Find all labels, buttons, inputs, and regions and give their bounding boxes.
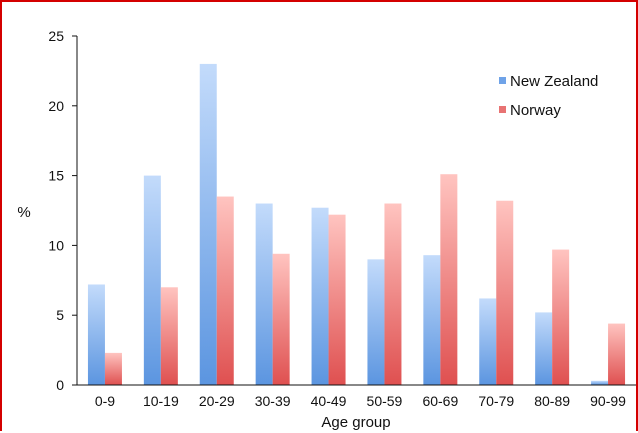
x-axis-title: Age group (321, 414, 390, 431)
x-tick-label: 70-79 (478, 393, 514, 409)
bar-norway-70-79 (496, 200, 514, 385)
x-tick-label: 20-29 (199, 393, 235, 409)
legend-label-new-zealand: New Zealand (510, 73, 598, 90)
y-tick-label: 5 (56, 307, 64, 323)
x-tick-label: 10-19 (143, 393, 179, 409)
x-tick-label: 90-99 (590, 393, 626, 409)
y-tick-label: 15 (48, 168, 64, 184)
bar-norway-40-49 (328, 214, 346, 385)
bar-new-zealand-50-59 (367, 259, 385, 385)
y-axis-title: % (17, 204, 30, 221)
x-tick-label: 60-69 (422, 393, 458, 409)
bar-new-zealand-10-19 (143, 175, 161, 385)
bar-new-zealand-70-79 (479, 298, 497, 385)
legend-label-norway: Norway (510, 102, 561, 119)
bar-norway-50-59 (384, 203, 402, 385)
x-ticks-layer: 0-9 10-19 20-29 30-39 40-49 50-59 60-69 70-79 80… (95, 393, 626, 409)
bars-layer (87, 63, 626, 386)
y-tick-label: 20 (48, 98, 64, 114)
bar-new-zealand-0-9 (87, 284, 105, 385)
x-tick-label: 80-89 (534, 393, 570, 409)
bar-norway-90-99 (608, 323, 626, 385)
x-tick-label: 50-59 (367, 393, 403, 409)
x-tick-label: 40-49 (311, 393, 347, 409)
x-tick-label: 0-9 (95, 393, 115, 409)
legend: New Zealand Norway (499, 73, 598, 119)
legend-swatch-norway (499, 106, 506, 113)
bar-norway-80-89 (552, 249, 570, 385)
bar-norway-60-69 (440, 174, 458, 385)
bar-norway-20-29 (216, 196, 234, 385)
bar-norway-30-39 (272, 253, 290, 385)
bar-new-zealand-80-89 (535, 312, 553, 385)
bar-norway-0-9 (104, 352, 122, 385)
bar-new-zealand-20-29 (199, 63, 217, 386)
y-tick-label: 25 (48, 28, 64, 44)
bar-norway-10-19 (160, 287, 178, 385)
bar-new-zealand-60-69 (423, 255, 441, 385)
bar-new-zealand-90-99 (591, 380, 609, 385)
bar-new-zealand-30-39 (255, 203, 273, 385)
y-ticks-layer: 0 5 10 15 20 25 (48, 28, 77, 393)
y-tick-label: 0 (56, 377, 64, 393)
bar-new-zealand-40-49 (311, 207, 329, 385)
x-tick-label: 30-39 (255, 393, 291, 409)
y-tick-label: 10 (48, 237, 64, 253)
legend-swatch-new-zealand (499, 77, 506, 84)
